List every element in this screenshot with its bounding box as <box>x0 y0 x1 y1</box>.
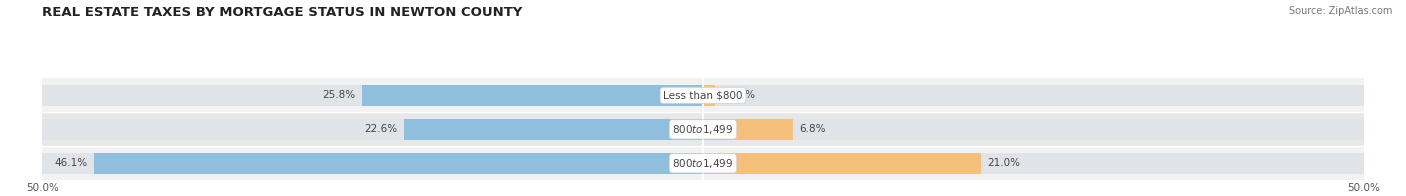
Bar <box>42 78 1364 112</box>
Text: Less than $800: Less than $800 <box>664 90 742 100</box>
Text: 25.8%: 25.8% <box>322 90 356 100</box>
Bar <box>42 146 1364 180</box>
Text: REAL ESTATE TAXES BY MORTGAGE STATUS IN NEWTON COUNTY: REAL ESTATE TAXES BY MORTGAGE STATUS IN … <box>42 6 523 19</box>
Bar <box>42 153 703 174</box>
Text: $800 to $1,499: $800 to $1,499 <box>672 157 734 170</box>
Text: 0.94%: 0.94% <box>723 90 755 100</box>
Text: 21.0%: 21.0% <box>987 158 1021 168</box>
Bar <box>703 153 980 174</box>
Bar <box>42 119 703 140</box>
Bar <box>703 119 793 140</box>
Bar <box>94 153 703 174</box>
Bar <box>42 85 703 106</box>
Bar <box>703 85 716 106</box>
Text: 46.1%: 46.1% <box>53 158 87 168</box>
Text: 6.8%: 6.8% <box>800 124 825 134</box>
Bar <box>42 112 1364 146</box>
Bar <box>361 85 703 106</box>
Bar <box>703 153 1364 174</box>
Text: Source: ZipAtlas.com: Source: ZipAtlas.com <box>1288 6 1392 16</box>
Text: 22.6%: 22.6% <box>364 124 398 134</box>
Bar <box>405 119 703 140</box>
Bar <box>703 119 1364 140</box>
Text: $800 to $1,499: $800 to $1,499 <box>672 123 734 136</box>
Bar <box>703 85 1364 106</box>
